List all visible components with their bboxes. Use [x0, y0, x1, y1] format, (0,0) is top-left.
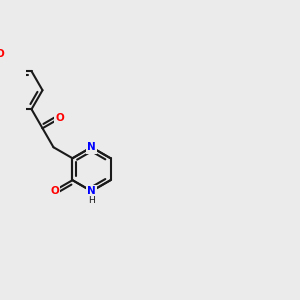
- Text: N: N: [87, 186, 96, 196]
- Text: O: O: [0, 49, 4, 59]
- Text: H: H: [88, 196, 95, 205]
- Text: O: O: [55, 113, 64, 123]
- Text: N: N: [87, 142, 96, 152]
- Text: O: O: [50, 186, 59, 196]
